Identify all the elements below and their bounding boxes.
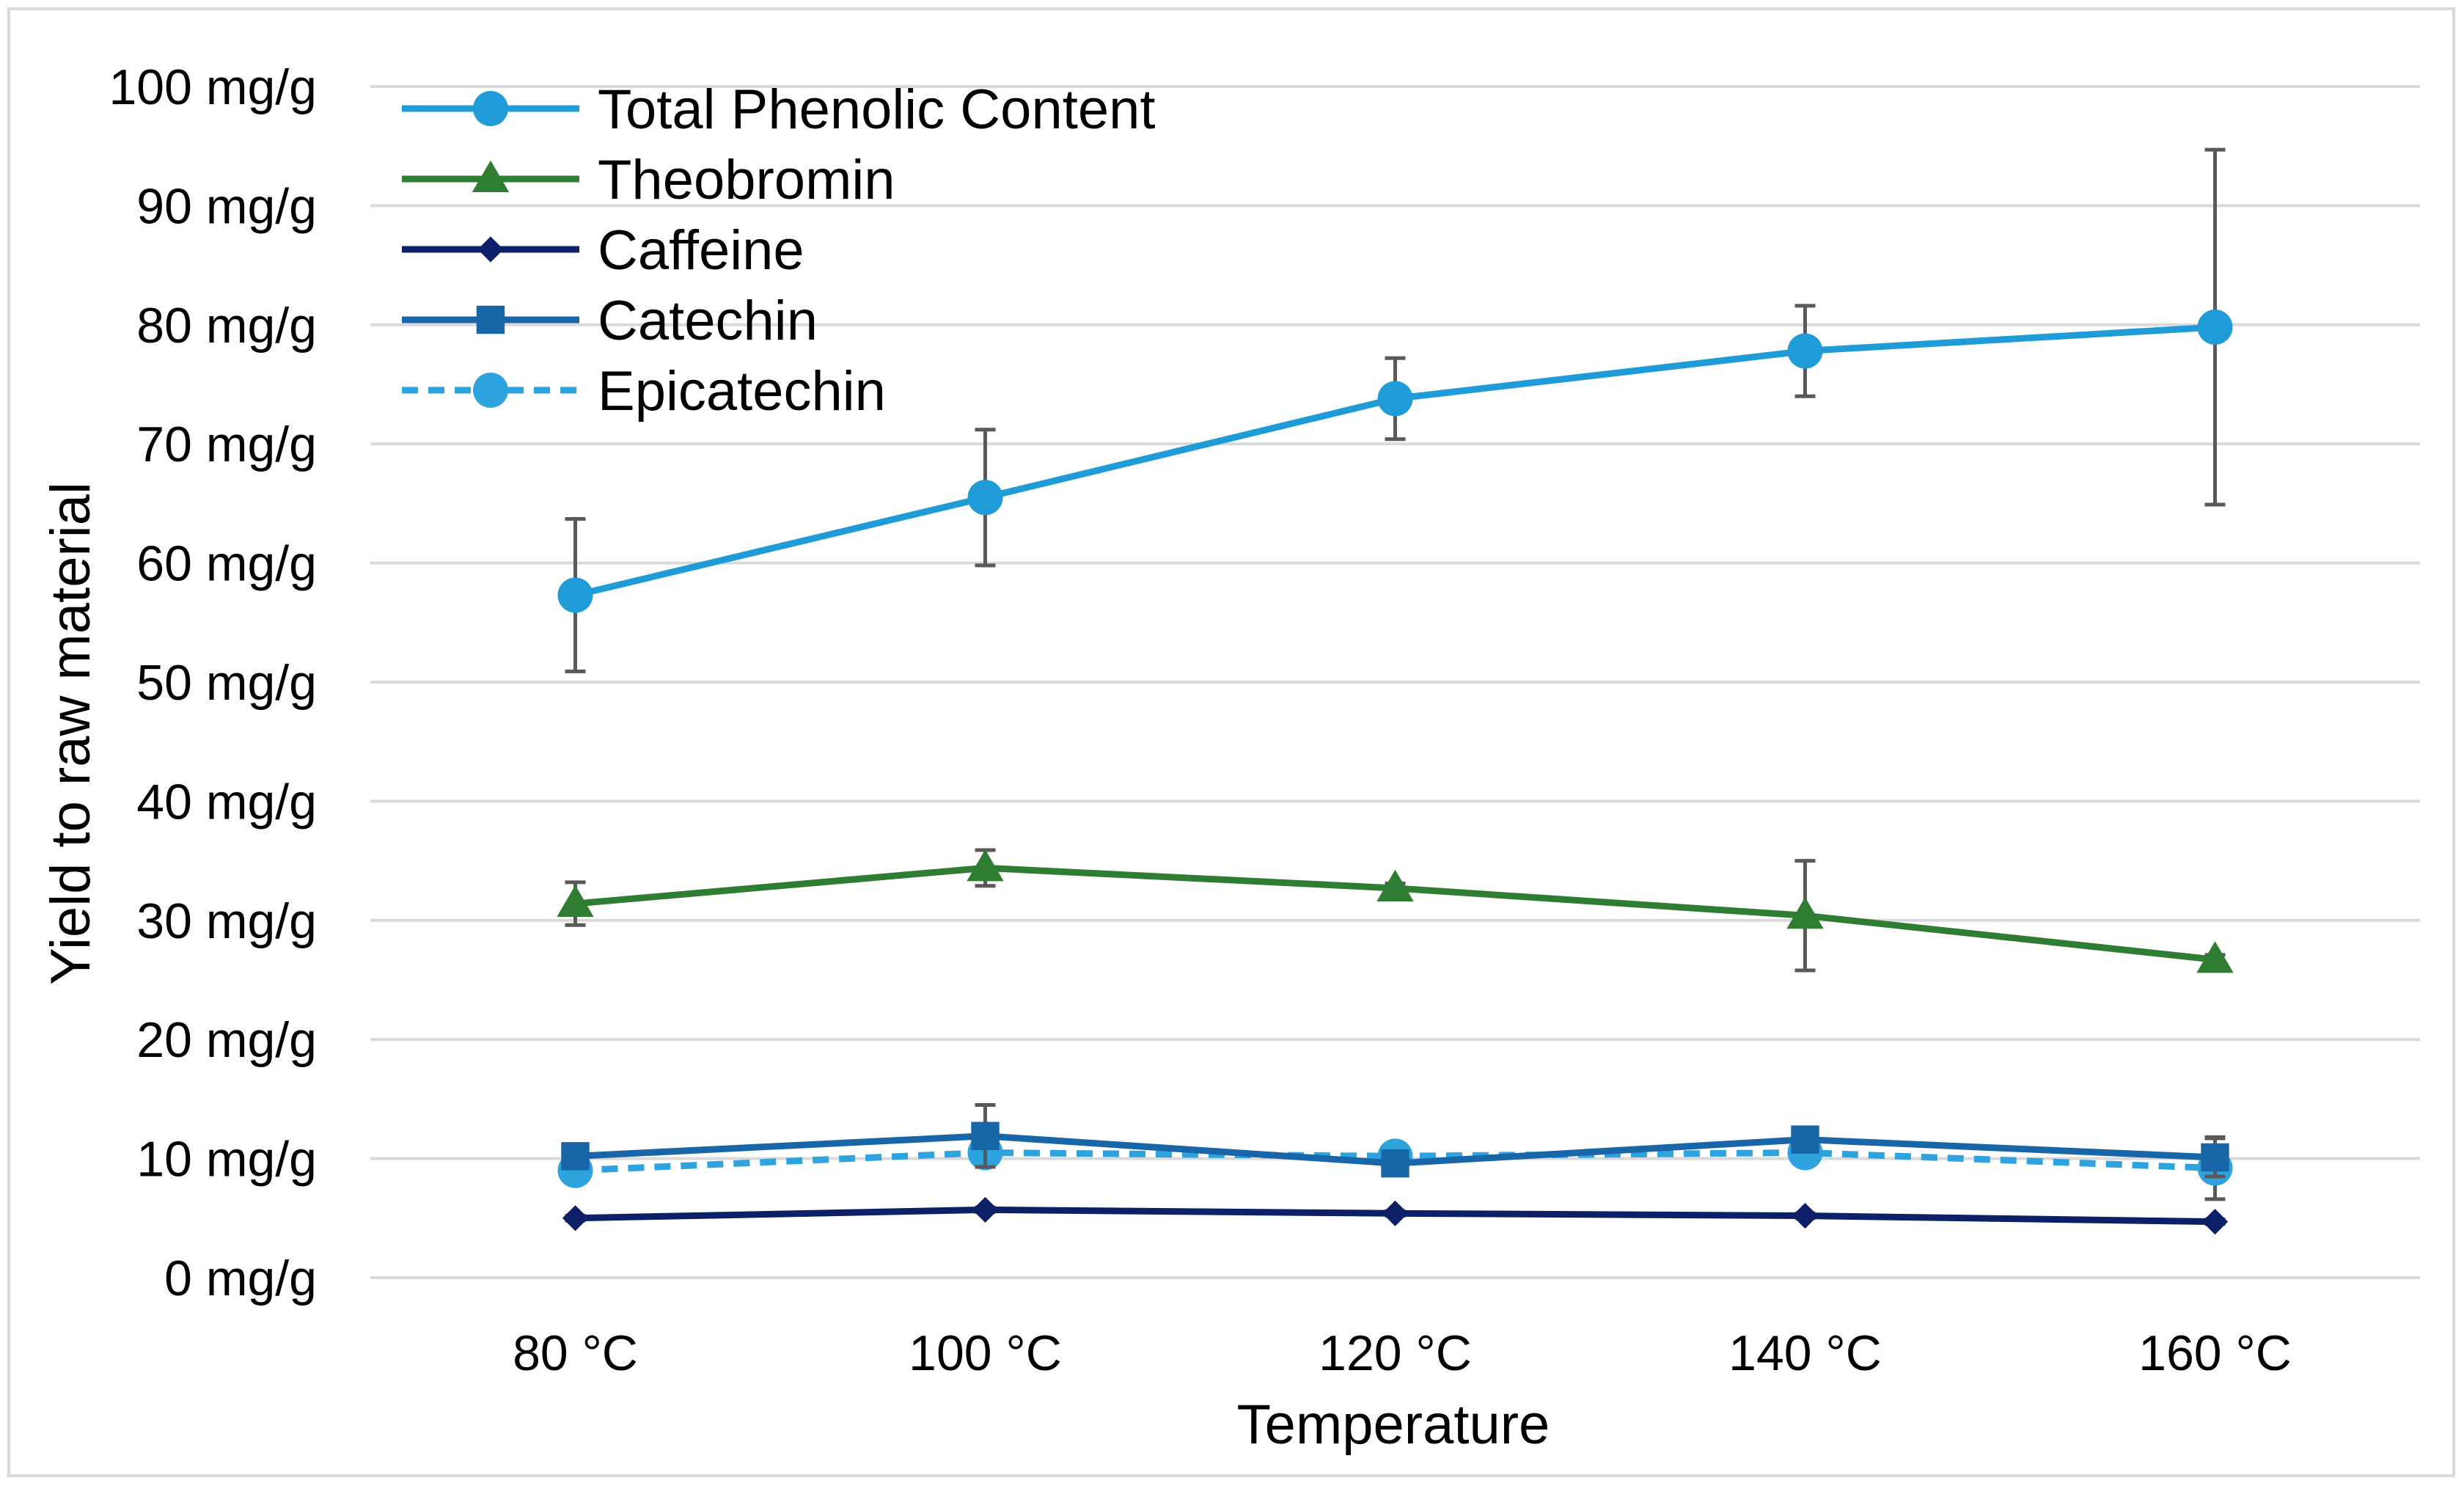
legend-label: Catechin	[598, 290, 818, 352]
data-point-marker	[971, 1121, 1000, 1150]
legend-item: Theobromin	[402, 149, 895, 211]
x-tick-label: 100 °C	[909, 1325, 1062, 1381]
x-axis-title: Temperature	[1237, 1394, 1550, 1456]
data-point-marker	[2197, 310, 2233, 345]
legend: Total Phenolic Content Theobromin Caffeine…	[402, 78, 1155, 422]
y-tick-label: 80 mg/g	[136, 298, 317, 354]
y-tick-label: 30 mg/g	[136, 893, 317, 949]
data-point-marker	[1382, 1200, 1409, 1226]
legend-label: Caffeine	[598, 219, 804, 282]
y-tick-label: 10 mg/g	[136, 1132, 317, 1187]
gridlines	[370, 85, 2420, 1279]
y-tick-label: 90 mg/g	[136, 178, 317, 234]
data-point-marker	[967, 480, 1003, 516]
x-axis-tick-labels: 80 °C 100 °C 120 °C 140 °C 160 °C	[513, 1325, 2292, 1381]
legend-label: Epicatechin	[598, 360, 886, 422]
y-tick-label: 60 mg/g	[136, 536, 317, 592]
data-point-marker	[561, 1142, 590, 1171]
y-tick-label: 70 mg/g	[136, 417, 317, 472]
data-point-marker	[477, 236, 504, 263]
y-axis-tick-labels: 0 mg/g 10 mg/g 20 mg/g 30 mg/g 40 mg/g 50 mg/…	[109, 59, 317, 1306]
data-point-marker	[1377, 381, 1413, 417]
data-point-marker	[1786, 897, 1824, 929]
series-total-phenolic-content	[557, 147, 2233, 673]
legend-label: Total Phenolic Content	[598, 78, 1155, 141]
y-tick-label: 0 mg/g	[164, 1251, 317, 1306]
legend-item: Catechin	[402, 290, 818, 352]
legend-item: Caffeine	[402, 219, 804, 282]
y-tick-label: 40 mg/g	[136, 774, 317, 830]
data-point-marker	[557, 577, 593, 613]
series-catechin	[561, 1103, 2229, 1179]
data-point-marker	[1381, 1149, 1409, 1178]
data-point-marker	[472, 160, 510, 192]
data-point-marker	[2201, 1209, 2229, 1235]
data-point-marker	[562, 1205, 589, 1231]
data-point-marker	[1787, 333, 1823, 369]
y-tick-label: 100 mg/g	[109, 59, 317, 115]
data-point-marker	[2196, 941, 2234, 973]
data-point-marker	[557, 885, 594, 918]
x-tick-label: 80 °C	[513, 1325, 638, 1381]
legend-item: Epicatechin	[402, 360, 886, 422]
legend-label: Theobromin	[598, 149, 895, 211]
data-point-marker	[1376, 869, 1414, 901]
x-tick-label: 140 °C	[1728, 1325, 1882, 1381]
legend-item: Total Phenolic Content	[402, 78, 1155, 141]
x-tick-label: 120 °C	[1319, 1325, 1472, 1381]
data-point-marker	[1791, 1125, 1819, 1154]
data-point-marker	[473, 91, 508, 126]
series-caffeine	[562, 1196, 2229, 1235]
data-point-marker	[967, 849, 1004, 882]
series-theobromin	[557, 848, 2234, 973]
x-tick-label: 160 °C	[2138, 1325, 2292, 1381]
data-point-marker	[972, 1196, 999, 1223]
data-point-marker	[1792, 1202, 1819, 1229]
data-point-marker	[473, 373, 508, 408]
series-layer	[557, 147, 2234, 1235]
data-point-marker	[476, 305, 505, 334]
y-tick-label: 20 mg/g	[136, 1012, 317, 1068]
data-point-marker	[2201, 1143, 2229, 1172]
y-tick-label: 50 mg/g	[136, 655, 317, 711]
y-axis-title: Yield to raw material	[40, 482, 102, 985]
